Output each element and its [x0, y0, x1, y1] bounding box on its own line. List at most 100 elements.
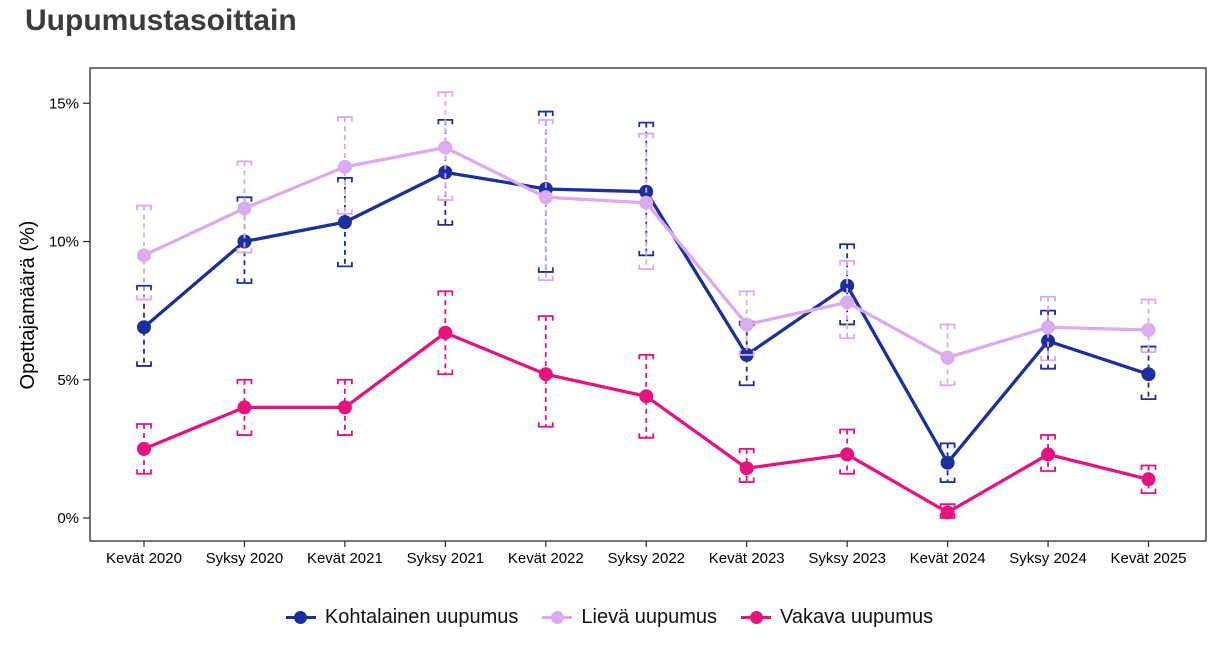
- error-bar-top-cap: [738, 290, 755, 296]
- data-point: [1041, 447, 1056, 462]
- data-point: [840, 278, 855, 293]
- data-point: [237, 201, 252, 216]
- error-bar-bottom-cap: [236, 278, 253, 284]
- error-bar-top-cap: [136, 423, 152, 429]
- legend-item-vakava: Vakava uupumus: [741, 606, 933, 629]
- error-bar-top-cap: [537, 315, 554, 321]
- error-bar-top-cap: [537, 110, 554, 117]
- data-point: [337, 215, 352, 230]
- data-point: [940, 505, 955, 520]
- error-bar-bottom-cap: [136, 361, 152, 367]
- y-axis-title: Opettajamäärä (%): [17, 221, 39, 390]
- error-bar-top-cap: [236, 378, 253, 385]
- error-bar-bottom-cap: [1040, 466, 1056, 472]
- data-point: [840, 447, 855, 462]
- legend-label: Kohtalainen uupumus: [324, 606, 519, 628]
- series-lieva: [136, 91, 1157, 387]
- error-bar-bottom-cap: [1040, 355, 1056, 362]
- error-bar-bottom-cap: [337, 209, 353, 215]
- error-bar-bottom-cap: [136, 469, 152, 475]
- data-point: [1141, 322, 1156, 337]
- data-point: [137, 320, 151, 335]
- legend-label: Vakava uupumus: [780, 606, 934, 628]
- error-bar-top-cap: [839, 428, 856, 435]
- error-bar-top-cap: [839, 259, 856, 266]
- error-bar-bottom-cap: [236, 248, 253, 254]
- error-bar-bottom-cap: [537, 267, 554, 273]
- error-bar-top-cap: [939, 323, 956, 329]
- x-tick-label: Kevät 2024: [910, 550, 986, 567]
- series-vakava: [136, 290, 1157, 520]
- data-point: [940, 350, 955, 365]
- error-bar-bottom-cap: [939, 380, 956, 387]
- error-bar-bottom-cap: [1140, 488, 1157, 495]
- x-tick-label: Syksy 2020: [206, 550, 284, 567]
- error-bar-bottom-cap: [437, 369, 454, 376]
- error-bar-bottom-cap: [337, 261, 353, 268]
- data-point: [538, 367, 553, 382]
- data-point: [137, 248, 151, 263]
- legend-dot: [294, 611, 308, 624]
- error-bar-bottom-cap: [337, 430, 353, 436]
- error-bar-bottom-cap: [1040, 364, 1056, 370]
- y-tick-label: 15%: [49, 95, 79, 112]
- x-tick-label: Syksy 2024: [1009, 550, 1087, 567]
- error-bar-top-cap: [939, 503, 956, 509]
- legend-dot: [550, 611, 564, 624]
- error-bar-bottom-cap: [738, 350, 755, 356]
- error-bar-top-cap: [1140, 464, 1157, 470]
- data-point: [438, 140, 453, 155]
- x-tick-label: Syksy 2023: [808, 550, 886, 567]
- error-bar-top-cap: [337, 378, 353, 385]
- x-tick-label: Kevät 2025: [1111, 550, 1187, 567]
- y-tick-label: 5%: [57, 372, 79, 389]
- error-bar-bottom-cap: [939, 477, 956, 483]
- x-tick-label: Kevät 2022: [508, 550, 584, 567]
- data-point: [137, 441, 151, 456]
- legend-label: Lievä uupumus: [581, 606, 718, 628]
- error-bar-top-cap: [638, 121, 655, 128]
- data-point: [1141, 472, 1156, 487]
- error-bar-top-cap: [437, 290, 454, 296]
- error-bar-bottom-cap: [638, 264, 655, 271]
- error-bar-top-cap: [839, 243, 856, 249]
- error-bar-top-cap: [1040, 434, 1056, 440]
- error-bar-top-cap: [1140, 298, 1157, 305]
- data-point: [639, 195, 654, 210]
- error-bar-bottom-cap: [839, 333, 856, 340]
- error-bar-top-cap: [437, 91, 454, 97]
- error-bar-bottom-cap: [738, 380, 755, 387]
- error-bar-bottom-cap: [437, 220, 454, 226]
- error-bar-bottom-cap: [236, 430, 253, 436]
- x-tick-label: Syksy 2021: [407, 550, 485, 567]
- data-point: [1041, 320, 1056, 335]
- error-bar-bottom-cap: [437, 195, 454, 201]
- chart-legend: Kohtalainen uupumus Lievä uupumus Vakava u…: [0, 606, 1219, 629]
- error-bar-top-cap: [738, 447, 755, 454]
- error-bar-top-cap: [638, 353, 655, 360]
- y-tick-label: 10%: [49, 234, 79, 251]
- error-bar-bottom-cap: [1140, 347, 1157, 353]
- data-point: [438, 165, 453, 180]
- legend-item-lieva: Lievä uupumus: [542, 606, 717, 629]
- data-point: [739, 317, 754, 332]
- data-point: [940, 455, 955, 470]
- error-bar-top-cap: [537, 118, 554, 125]
- plot-panel-border: [89, 67, 1207, 542]
- x-tick-label: Syksy 2022: [607, 550, 685, 567]
- error-bar-bottom-cap: [136, 295, 152, 301]
- error-bar-top-cap: [236, 160, 253, 166]
- error-bar-bottom-cap: [1140, 394, 1157, 401]
- error-bar-top-cap: [638, 132, 655, 139]
- error-bar-bottom-cap: [638, 433, 655, 439]
- legend-pointrange-icon: [741, 611, 772, 625]
- error-bar-top-cap: [337, 177, 353, 183]
- error-bar-bottom-cap: [537, 422, 554, 428]
- error-bar-top-cap: [136, 204, 152, 211]
- y-tick-label: 0%: [57, 510, 79, 527]
- error-bar-top-cap: [939, 442, 956, 448]
- chart-title: Uupumustasoittain: [25, 4, 297, 37]
- data-point: [438, 325, 453, 340]
- x-tick-label: Kevät 2021: [307, 550, 383, 567]
